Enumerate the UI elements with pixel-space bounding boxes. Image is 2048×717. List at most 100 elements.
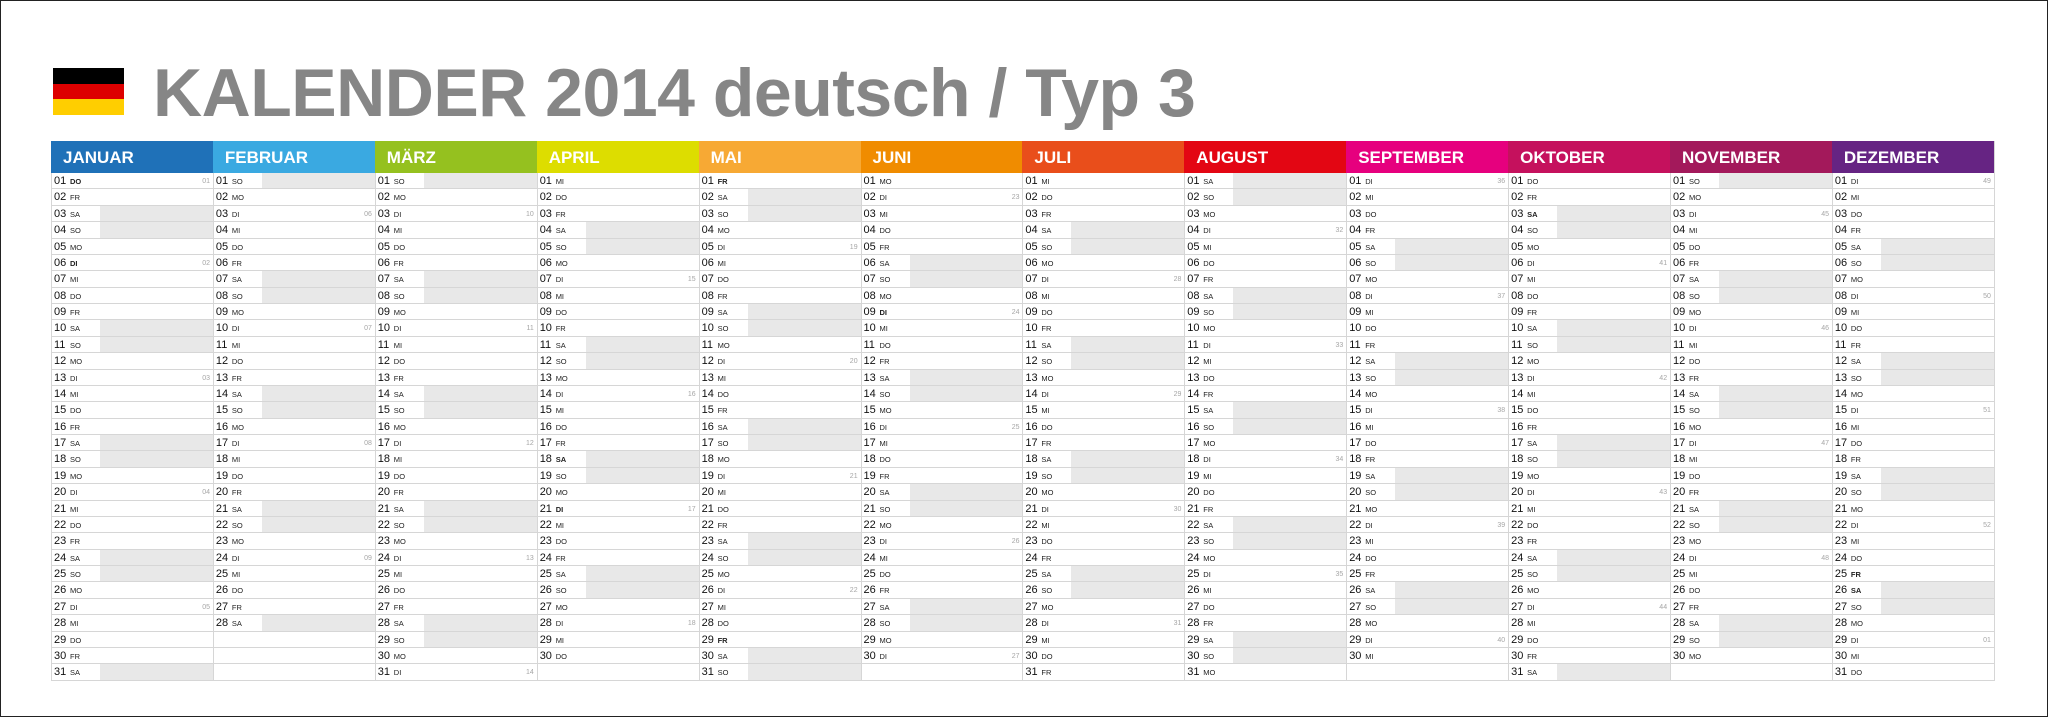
day-number: 30 (1673, 649, 1686, 662)
day-note-cell (424, 239, 537, 254)
day-number: 30 (1025, 649, 1038, 662)
weekday-label: DI (879, 651, 888, 661)
week-number: 52 (1983, 521, 1991, 529)
day-note-cell (748, 239, 861, 254)
day-number: 25 (1349, 568, 1362, 580)
day-note-cell (1880, 254, 1994, 271)
day-row: 11 FR (1346, 336, 1509, 354)
day-row: 06 MI (698, 254, 861, 272)
day-note-cell (1719, 337, 1832, 352)
day-row: 17 MI (860, 435, 1023, 452)
day-row: 03 SA (1508, 205, 1671, 223)
day-note-cell (100, 336, 213, 353)
weekday-label: DO (1689, 242, 1701, 252)
day-note-cell (747, 320, 861, 336)
weekday-label: FR (70, 651, 80, 661)
day-number: 18 (539, 453, 552, 466)
day-number: 26 (1511, 584, 1524, 597)
day-row: 12 FR (860, 353, 1023, 370)
day-row: 29 MI (1022, 631, 1185, 648)
day-row: 13 SO (1346, 369, 1509, 386)
day-note-cell (1557, 288, 1670, 303)
day-note-cell (747, 533, 861, 549)
day-row: 12 DO (212, 353, 375, 370)
weekday-label: FR (1203, 275, 1214, 285)
day-row: 19 SA (1346, 467, 1509, 485)
day-note-cell (1881, 648, 1994, 663)
day-note-cell (1719, 222, 1832, 237)
day-number: 19 (539, 469, 552, 482)
day-number: 04 (1834, 224, 1848, 237)
day-row: 06 DO (1184, 254, 1347, 272)
day-number: 19 (1511, 469, 1524, 482)
day-number: 10 (1834, 322, 1848, 335)
day-number: 14 (1511, 387, 1524, 400)
weekday-label: MI (1041, 635, 1050, 645)
weekday-label: MO (231, 193, 244, 203)
day-row: 18 MI (1670, 451, 1832, 468)
day-row: 03 DI 45 (1670, 205, 1832, 223)
weekday-label: DI (555, 275, 564, 285)
weekday-label: FR (1689, 602, 1699, 612)
week-number: 47 (1821, 440, 1829, 447)
weekday-label: MI (879, 439, 888, 448)
day-note-cell (909, 369, 1023, 385)
day-number: 30 (539, 649, 552, 662)
day-number: 11 (215, 338, 228, 351)
week-number: 43 (1659, 489, 1668, 497)
day-note-cell (748, 337, 861, 352)
day-note-cell (1233, 189, 1347, 205)
day-number: 15 (1187, 404, 1200, 417)
day-note-cell (1071, 451, 1185, 467)
day-note-cell (262, 533, 375, 548)
week-number: 42 (1659, 374, 1668, 382)
day-row: 18 FR (1346, 451, 1509, 468)
day-number: 10 (1187, 322, 1200, 335)
day-note-cell (1557, 205, 1671, 222)
day-note-cell (910, 288, 1023, 303)
day-note-cell (424, 582, 537, 597)
weekday-label: MO (1365, 504, 1378, 514)
weekday-label: FR (70, 537, 80, 547)
day-note-cell (748, 386, 861, 401)
day-note-cell (1395, 501, 1508, 516)
day-row: 15 MI (1022, 402, 1185, 419)
day-note-cell (424, 320, 537, 335)
month-column-dezember: DEZEMBER 01 DI 49 02 MI 03 DO 04 FR 05 SA 06 SO 07 MO 08… (1831, 141, 1995, 681)
day-note-cell (1233, 386, 1346, 401)
day-row: 14 DI 16 (536, 385, 699, 403)
day-note-cell (262, 419, 375, 434)
weekday-label: DI (879, 308, 888, 317)
day-row: 24 DO (1831, 549, 1994, 566)
day-number: 13 (1673, 371, 1686, 384)
empty-day-row (860, 664, 1023, 681)
day-note-cell (909, 615, 1023, 631)
weekday-label: MO (1365, 389, 1378, 399)
week-number: 19 (849, 243, 858, 251)
day-row: 12 DO (1670, 353, 1832, 370)
day-note-cell (1881, 533, 1994, 548)
day-row: 24 DO (1346, 549, 1509, 566)
weekday-label: MO (1203, 324, 1216, 334)
day-row: 02 FR (51, 189, 213, 206)
day-row: 13 MO (536, 369, 699, 386)
weekday-label: FR (1365, 570, 1376, 579)
weekday-label: SO (1850, 602, 1862, 612)
day-number: 28 (377, 617, 391, 630)
day-note-cell (423, 271, 537, 287)
day-row: 23 MI (1346, 533, 1509, 550)
day-row: 19 SO (1022, 467, 1185, 485)
weekday-label: MO (1041, 488, 1054, 498)
week-number: 31 (1173, 620, 1182, 628)
day-row: 18 MI (212, 451, 375, 468)
weekday-label: MI (555, 635, 565, 645)
day-number: 07 (701, 273, 714, 286)
weekday-label: SO (717, 324, 729, 334)
day-number: 27 (1673, 600, 1686, 613)
day-number: 09 (863, 306, 876, 318)
day-number: 26 (377, 584, 391, 597)
day-row: 06 MO (536, 254, 699, 272)
day-row: 17 SA (1508, 435, 1671, 452)
day-row: 28 MI (1508, 615, 1671, 632)
day-row: 01 SO (212, 173, 375, 190)
